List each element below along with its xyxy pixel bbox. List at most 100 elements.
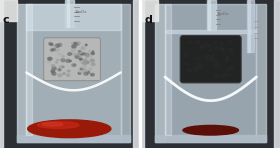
FancyBboxPatch shape: [44, 38, 101, 81]
Bar: [165, 30, 256, 33]
Bar: [65, 0, 74, 27]
Ellipse shape: [48, 57, 52, 60]
Ellipse shape: [90, 59, 94, 62]
Bar: [26, 4, 32, 135]
Ellipse shape: [62, 66, 64, 67]
Ellipse shape: [81, 68, 85, 71]
Ellipse shape: [82, 53, 85, 55]
Ellipse shape: [91, 63, 95, 66]
Ellipse shape: [51, 49, 53, 51]
Ellipse shape: [91, 73, 94, 76]
Ellipse shape: [74, 42, 77, 44]
Ellipse shape: [70, 52, 74, 55]
Bar: [141, 0, 144, 148]
Bar: [274, 0, 280, 148]
Ellipse shape: [74, 54, 78, 56]
Bar: [155, 4, 165, 142]
Ellipse shape: [58, 43, 62, 46]
Ellipse shape: [184, 53, 188, 57]
Ellipse shape: [78, 52, 82, 55]
Bar: [247, 0, 254, 52]
Ellipse shape: [228, 75, 230, 76]
Bar: [0, 0, 17, 21]
Ellipse shape: [196, 57, 199, 59]
Ellipse shape: [80, 69, 82, 70]
Ellipse shape: [226, 57, 229, 59]
Ellipse shape: [52, 65, 55, 67]
Ellipse shape: [81, 67, 82, 68]
Ellipse shape: [78, 51, 82, 53]
Ellipse shape: [52, 67, 56, 70]
Ellipse shape: [78, 51, 80, 52]
Text: c: c: [3, 15, 10, 25]
Ellipse shape: [78, 72, 81, 74]
Ellipse shape: [72, 42, 75, 45]
Text: 1mOz: 1mOz: [216, 12, 229, 16]
Ellipse shape: [77, 42, 80, 44]
Ellipse shape: [49, 42, 52, 45]
Ellipse shape: [194, 69, 197, 71]
Bar: [165, 4, 256, 142]
Ellipse shape: [209, 49, 211, 51]
Bar: [208, 0, 210, 30]
Ellipse shape: [200, 45, 204, 48]
Ellipse shape: [214, 61, 218, 63]
Ellipse shape: [79, 71, 83, 73]
Ellipse shape: [226, 68, 230, 71]
Ellipse shape: [204, 43, 208, 46]
Ellipse shape: [58, 74, 62, 77]
Ellipse shape: [198, 66, 202, 68]
Ellipse shape: [214, 41, 217, 43]
Ellipse shape: [220, 43, 223, 45]
Ellipse shape: [208, 45, 210, 47]
Ellipse shape: [86, 56, 89, 57]
Bar: [17, 4, 26, 142]
Ellipse shape: [214, 47, 218, 50]
Ellipse shape: [52, 48, 55, 51]
Ellipse shape: [66, 59, 70, 62]
Ellipse shape: [202, 45, 205, 47]
Ellipse shape: [214, 74, 217, 76]
Bar: [26, 4, 121, 142]
Ellipse shape: [55, 62, 58, 63]
Ellipse shape: [229, 41, 232, 43]
Ellipse shape: [85, 53, 89, 56]
Text: 1mOz: 1mOz: [75, 10, 87, 14]
Ellipse shape: [209, 58, 214, 61]
Ellipse shape: [68, 53, 71, 55]
Ellipse shape: [211, 55, 214, 57]
Ellipse shape: [231, 51, 233, 53]
Ellipse shape: [84, 72, 88, 75]
Ellipse shape: [54, 48, 59, 51]
Ellipse shape: [75, 56, 79, 58]
Bar: [256, 4, 266, 142]
Ellipse shape: [66, 74, 70, 76]
Ellipse shape: [63, 73, 65, 74]
Ellipse shape: [91, 52, 94, 55]
Bar: [67, 0, 69, 27]
Ellipse shape: [61, 58, 64, 60]
Ellipse shape: [83, 59, 87, 61]
Ellipse shape: [86, 71, 90, 74]
Ellipse shape: [67, 75, 69, 76]
Ellipse shape: [71, 48, 76, 51]
Ellipse shape: [50, 43, 53, 45]
Ellipse shape: [89, 68, 92, 70]
Ellipse shape: [81, 53, 83, 55]
Ellipse shape: [58, 69, 61, 71]
Bar: [248, 0, 249, 52]
Ellipse shape: [72, 45, 76, 48]
Ellipse shape: [57, 59, 59, 61]
Bar: [207, 0, 216, 30]
Ellipse shape: [61, 59, 65, 62]
Bar: [155, 135, 266, 142]
Ellipse shape: [230, 67, 233, 69]
Ellipse shape: [229, 48, 233, 51]
Ellipse shape: [194, 66, 198, 69]
Ellipse shape: [69, 60, 71, 62]
FancyBboxPatch shape: [180, 36, 241, 83]
Ellipse shape: [220, 48, 224, 50]
Ellipse shape: [198, 65, 202, 68]
Bar: [0, 0, 3, 148]
Bar: [133, 0, 139, 148]
